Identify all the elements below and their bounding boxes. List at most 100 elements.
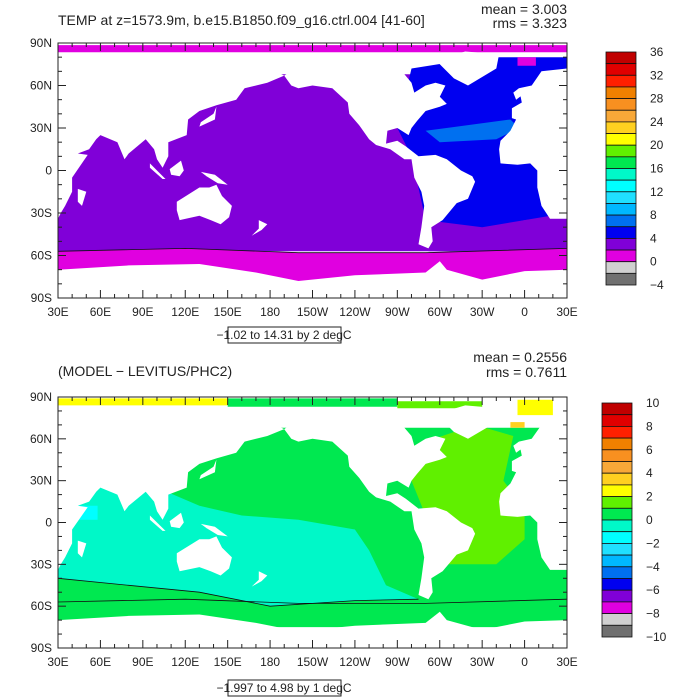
map-field — [58, 45, 567, 298]
colorbar-box — [605, 74, 637, 88]
colorbar-label: 12 — [650, 185, 664, 199]
ocean-atlantic-band — [425, 119, 519, 143]
x-tick-label: 90W — [385, 305, 410, 319]
x-tick-label: 120E — [171, 655, 199, 669]
colorbar-box — [601, 578, 633, 591]
y-tick-label: 60N — [30, 432, 52, 446]
colorbar-box — [605, 179, 637, 193]
contour-line — [58, 247, 567, 254]
panel1-subtitle-box — [227, 326, 342, 344]
y-tick-label: 90N — [30, 390, 52, 404]
colorbar-label: 32 — [650, 68, 664, 82]
map-panel-1: 30E 60E 90E 120E 150E 180 150W 120W 90W 60W 30W 0 30… — [30, 36, 664, 319]
colorbar-box — [605, 121, 637, 134]
panel1-subtitle: −1.02 to 14.31 by 2 degC — [216, 328, 351, 342]
panel2-rms: rms = 0.7611 — [486, 364, 567, 380]
colorbar-box — [601, 414, 633, 427]
panel2-title: (MODEL − LEVITUS/PHC2) — [58, 363, 232, 379]
y-tick-label: 90N — [30, 36, 52, 50]
y-tick-label: 0 — [45, 516, 52, 530]
colorbar-label: −6 — [646, 583, 660, 597]
panel2-mean: mean = 0.2556 — [473, 349, 567, 365]
land-borneo — [169, 512, 184, 529]
panel1-title: TEMP at z=1573.9m, b.e15.B1850.f09_g16.c… — [58, 12, 425, 28]
colorbar-box — [605, 203, 637, 216]
land-britain — [513, 88, 522, 100]
colorbar-box — [601, 472, 633, 486]
land-newguinea — [200, 523, 228, 537]
x-tick-label: 60W — [427, 305, 452, 319]
colorbar-label: −8 — [646, 607, 660, 621]
x-tick-label: 150W — [297, 655, 329, 669]
panel1-mean: mean = 3.003 — [481, 1, 567, 17]
colorbar-box — [605, 272, 637, 286]
x-tick-label: 120W — [339, 305, 371, 319]
colorbar-label: 4 — [650, 231, 657, 245]
land-africaW — [499, 422, 567, 570]
colorbar-box — [605, 98, 637, 111]
y-tick-label: 30S — [31, 557, 52, 571]
land-borneo — [169, 160, 184, 177]
x-tick-label: 30E — [556, 305, 577, 319]
land-japan — [199, 106, 217, 127]
land-americas — [284, 62, 476, 249]
y-tick-label: 30N — [30, 121, 52, 135]
land-greenland — [436, 51, 500, 86]
ocean-nordic — [517, 57, 536, 66]
land-newguinea — [200, 171, 228, 185]
x-tick-label: 120E — [171, 305, 199, 319]
x-tick-label: 60E — [90, 655, 111, 669]
y-tick-label: 60S — [31, 599, 52, 613]
land-madagascar — [77, 188, 87, 206]
colorbar-label: 10 — [646, 396, 660, 410]
x-tick-label: 90E — [132, 305, 153, 319]
panel2-subtitle-box — [227, 679, 342, 697]
land-sumatra — [149, 163, 166, 179]
colorbar-box — [601, 402, 633, 416]
colorbar-box — [605, 144, 637, 158]
colorbar-label: 20 — [650, 138, 664, 152]
colorbar-label: 16 — [650, 162, 664, 176]
land-eurasia — [58, 52, 285, 219]
land-newzealand — [251, 220, 268, 236]
colorbar-label: 36 — [650, 45, 664, 59]
map-panel-2: 30E 60E 90E 120E 150E 180 150W 120W 90W 60W 30W 0 30… — [30, 390, 667, 669]
colorbar-box — [605, 226, 637, 239]
x-tick-label: 0 — [521, 305, 528, 319]
colorbar-box — [601, 425, 633, 439]
colorbar-2: 10 8 6 4 2 0 −2 −4 −6 −8 −10 — [601, 396, 667, 644]
map-field — [58, 398, 567, 648]
x-tick-label: 180 — [260, 655, 280, 669]
colorbar-box — [605, 133, 637, 146]
colorbar-label: −4 — [650, 278, 664, 292]
panel1-rms: rms = 3.323 — [493, 15, 568, 31]
x-tick-label: 90W — [385, 655, 410, 669]
x-tick-label: 150W — [297, 305, 329, 319]
colorbar-box — [601, 613, 633, 626]
colorbar-box — [601, 496, 633, 509]
land-madagascar — [77, 540, 87, 558]
colorbar-label: 28 — [650, 92, 664, 106]
colorbar-box — [601, 484, 633, 497]
x-tick-label: 150E — [214, 655, 242, 669]
y-tick-label: 60S — [31, 249, 52, 263]
colorbar-label: 4 — [646, 466, 653, 480]
ocean-nordic-gold — [510, 422, 525, 428]
colorbar-box — [605, 191, 637, 204]
colorbar-box — [601, 449, 633, 462]
colorbar-label: 6 — [646, 443, 653, 457]
y-tick-label: 0 — [45, 164, 52, 178]
colorbar-box — [601, 531, 633, 544]
colorbar-label: −10 — [646, 630, 667, 644]
x-tick-label: 30E — [556, 655, 577, 669]
colorbar-box — [601, 601, 633, 615]
x-tick-label: 90E — [132, 655, 153, 669]
ocean-indo-pacific-diff — [58, 487, 419, 607]
colorbar-label: 24 — [650, 115, 664, 129]
colorbar-1: 36 32 28 24 20 16 12 8 4 0 −4 — [605, 45, 664, 292]
land-newzealand — [251, 571, 268, 587]
colorbar-box — [605, 261, 637, 274]
colorbar-box — [605, 156, 637, 169]
